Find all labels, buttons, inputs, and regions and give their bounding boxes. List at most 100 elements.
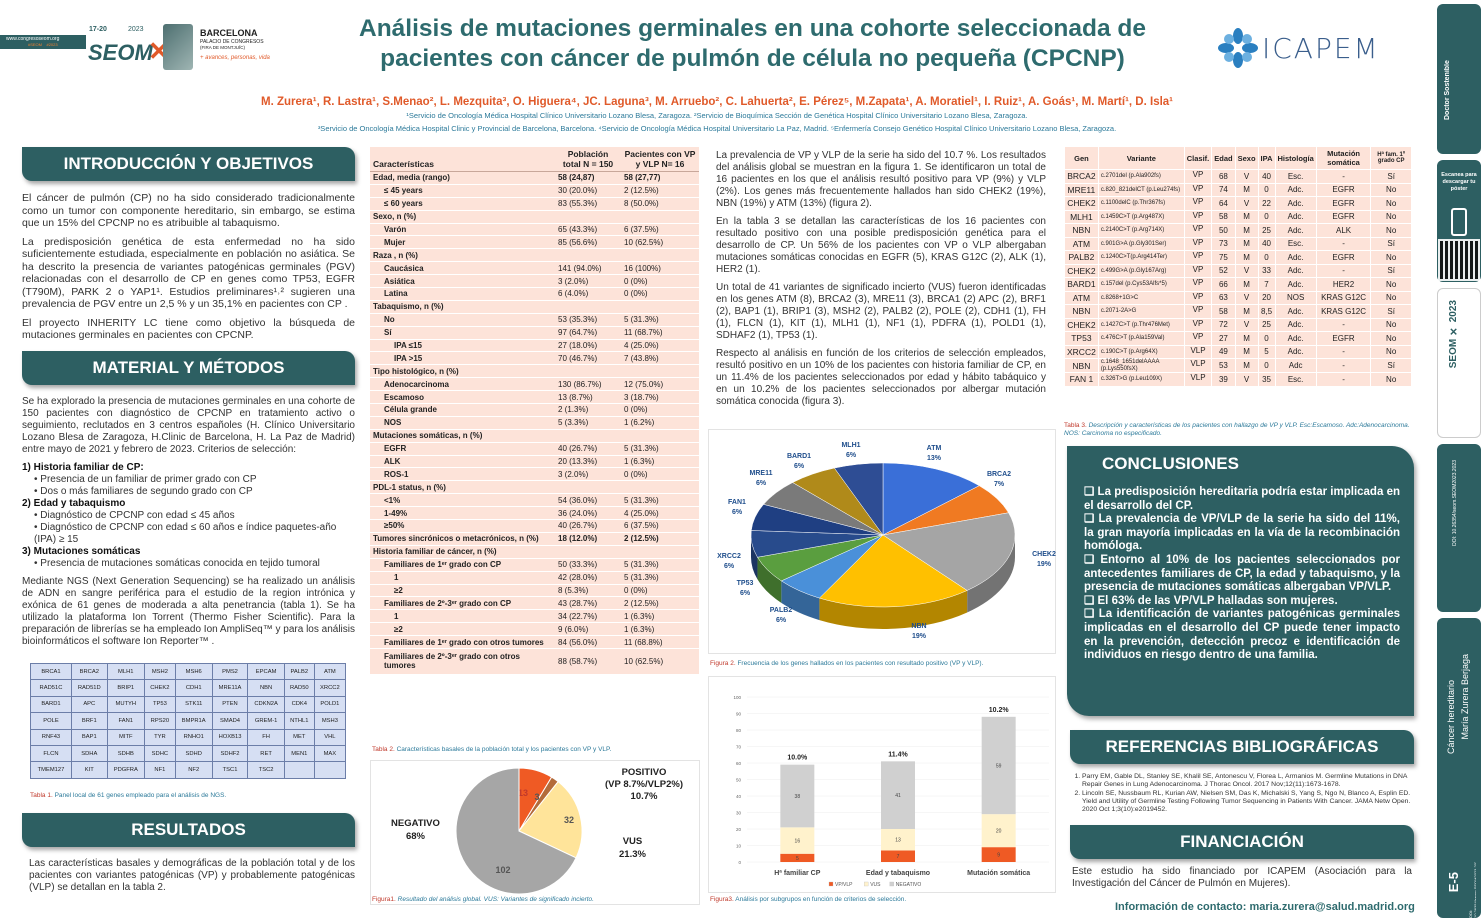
table-cell: No [1370, 345, 1412, 359]
table-cell: 83 (55.3%) [555, 197, 621, 211]
barcelona-sketch-icon [163, 24, 193, 70]
slice-label: 13 [518, 788, 528, 798]
figure-3-caption-label: Figura3. [710, 896, 734, 903]
table-cell: Escamoso [370, 390, 555, 405]
venue-detail2: (FIRA DE MONTJUÏC) [200, 45, 245, 50]
slice-label: MRE11 6% [750, 470, 773, 487]
table-cell: VP [1183, 196, 1213, 211]
slice-label: NBN 19% [911, 623, 926, 640]
table-row: 1 34 (22.7%) 1 (6.3%) [370, 609, 699, 624]
table-row: ATM c.8268+1G>C VP 63 V 20 NOS KRAS G12C No [1064, 291, 1412, 305]
figure-2-caption: Figura 2. Frecuencia de los genes hallad… [710, 660, 983, 667]
x-tick-label: Edad y tabaquismo [866, 870, 930, 877]
table-row: Asiática 3 (2.0%) 0 (0%) [370, 274, 699, 289]
table-cell [621, 364, 699, 379]
table-cell: 42 (28.0%) [555, 571, 621, 585]
table-cell: 58 [1211, 210, 1236, 224]
qr-code-icon[interactable] [1438, 239, 1480, 281]
table-cell: c.1459C>T (p.Arg487X) [1097, 210, 1185, 224]
y-tick-label: 100 [733, 695, 741, 700]
slice-value: 13% [927, 455, 942, 462]
table-cell: Familiares de 2º-3ᵉʳ grado con CP [370, 596, 555, 611]
table-cell: ATM [1064, 291, 1099, 305]
criteria-3a: • Presencia de mutaciones somáticas cono… [34, 558, 320, 569]
methods-p2: Mediante NGS (Next Generation Sequencing… [22, 576, 355, 647]
slice-value: 7% [994, 481, 1005, 488]
y-tick-label: 20 [736, 827, 742, 832]
table-cell: BRCA2 [1064, 169, 1099, 184]
total-label: 10.2% [989, 707, 1010, 714]
table-cell: ≥2 [370, 584, 555, 598]
icapem-flower-icon [1218, 28, 1258, 68]
conference-url[interactable]: www.congresoseom.org [6, 36, 60, 42]
methods-text: Se ha explorado la presencia de mutacion… [22, 396, 355, 654]
table-cell: M [1234, 358, 1259, 373]
table-cell: <1% [370, 493, 555, 508]
slice-label: 102 [495, 865, 510, 875]
table-cell: 2 (12.5%) [621, 596, 699, 611]
table-cell: 0 [1257, 331, 1276, 346]
seom-logo: SEOM [88, 40, 153, 65]
sidebar-seom-logo [1437, 288, 1481, 438]
bar-segment [881, 761, 915, 829]
table-cell: Latina [370, 287, 555, 301]
table-cell: M [1234, 277, 1259, 292]
table-cell: c.820_821delCT (p.Leu274fs) [1097, 183, 1185, 197]
table-row: 1 42 (28.0%) 5 (31.3%) [370, 571, 699, 585]
bar-segment [881, 850, 915, 862]
table-cell: ≥2 [370, 622, 555, 637]
t2-header-total: Población total N = 150 [555, 147, 621, 172]
criteria-3: 3) Mutaciones somáticas [22, 546, 141, 557]
table-1-caption: Tabla 1. Panel local de 61 genes emplead… [30, 792, 226, 799]
table-row: Tipo histológico, n (%) [370, 364, 699, 379]
table-row: Historia familiar de cáncer, n (%) [370, 545, 699, 559]
table-cell: 7 (43.8%) [621, 351, 699, 366]
table-cell: 11 (68.7%) [621, 326, 699, 340]
bar-segment [780, 764, 815, 828]
slice-name: CHEK2 [1032, 551, 1056, 558]
center-p2: En la tabla 3 se detallan las caracterís… [716, 216, 1046, 275]
table-row: CHEK2 c.1427C>T (p.Thr476Met) VP 72 V 25 Adc. -… [1064, 318, 1412, 332]
table-cell: M [1234, 183, 1259, 197]
criteria-1b-text: Dos o más familiares de segundo grado co… [40, 486, 253, 497]
table-row: CHEK2 c.1100delC (p.Thr367fs) VP 64 V 22 Adc. E… [1064, 196, 1412, 211]
table-cell: 5 (3.3%) [555, 416, 621, 430]
slice-label: 3 [534, 792, 539, 802]
slice-value: 6% [794, 463, 805, 470]
table-cell: Adc. [1274, 183, 1317, 197]
table-cell: No [370, 313, 555, 327]
methods-p1: Se ha explorado la presencia de mutacion… [22, 396, 355, 455]
table-row: Sí 97 (64.7%) 11 (68.7%) [370, 326, 699, 340]
table-cell: c.2140C>T (p.Arg714X) [1097, 223, 1185, 238]
table-cell: 5 (31.3%) [621, 493, 699, 508]
authors: M. Zurera¹, R. Lastra¹, S.Menao², L. Mez… [260, 96, 1174, 108]
legend-swatch [889, 881, 894, 887]
gene-cell: NBN [247, 679, 285, 697]
table-cell [621, 210, 699, 224]
conclusion-text: La prevalencia de VP/VLP de la serie ha … [1084, 513, 1400, 553]
contact-info[interactable]: Información de contacto: maria.zurera@sa… [1115, 901, 1415, 913]
table-row: NBN c.2071-2A>G VP 58 M 8,5 Adc. KRAS G12C Sí [1064, 304, 1412, 319]
table-cell: 20 [1257, 291, 1276, 305]
fig1-label-positivo: POSITIVO (VP 8.7%/VLP2%) 10.7% [589, 767, 699, 803]
table-cell: Sí [1370, 358, 1412, 373]
table-cell: VLP [1183, 345, 1213, 359]
intro-heading: INTRODUCCIÓN Y OBJETIVOS [22, 147, 355, 181]
table-row: ROS-1 3 (2.0%) 0 (0%) [370, 467, 699, 482]
table-cell: M [1234, 250, 1259, 265]
x-tick-label: Mutación somática [967, 870, 1030, 877]
table-cell: M [1234, 304, 1259, 319]
table-cell: No [1370, 277, 1412, 292]
table-cell: - [1315, 318, 1372, 332]
conclusion-item: ❑ La prevalencia de VP/VLP de la serie h… [1084, 513, 1400, 554]
table-row: NBN c.2140C>T (p.Arg714X) VP 50 M 25 Adc. ALK No [1064, 223, 1412, 238]
intro-p2: La predisposición genética de esta enfer… [22, 235, 355, 311]
table-row: ≥50% 40 (26.7%) 6 (37.5%) [370, 519, 699, 533]
table-cell: No [1370, 210, 1412, 224]
table-2-caption-text: Características basales de la población … [394, 746, 612, 753]
table-cell [621, 480, 699, 495]
table-row: MRE11 c.820_821delCT (p.Leu274fs) VP 74 M 0 Ad… [1064, 183, 1412, 197]
table-cell: KRAS G12C [1315, 291, 1372, 305]
slice-name: NBN [911, 623, 926, 630]
bar-segment [981, 814, 1016, 848]
